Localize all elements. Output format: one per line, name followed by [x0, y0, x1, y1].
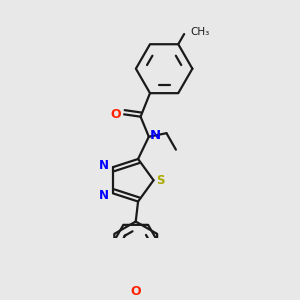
Text: N: N — [150, 129, 161, 142]
Text: CH₃: CH₃ — [190, 27, 209, 37]
Text: S: S — [156, 174, 165, 187]
Text: N: N — [99, 159, 109, 172]
Text: O: O — [130, 285, 141, 298]
Text: N: N — [99, 189, 109, 202]
Text: O: O — [111, 108, 121, 121]
